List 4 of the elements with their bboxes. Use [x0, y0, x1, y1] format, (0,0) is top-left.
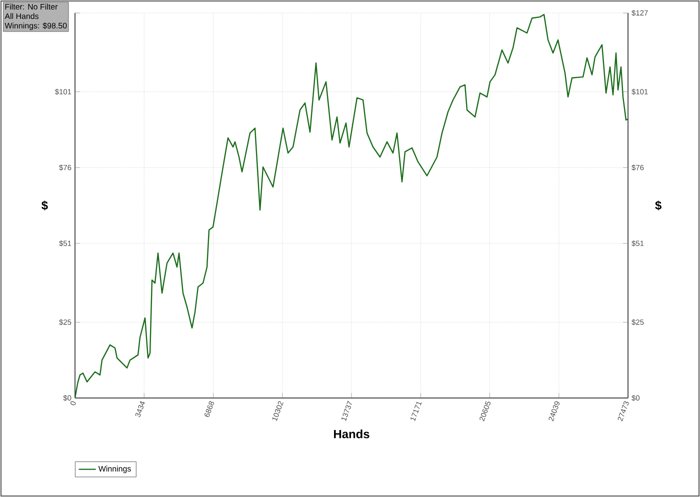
y-axis-title: $	[42, 200, 48, 210]
line-series	[75, 14, 628, 398]
x-axis-title: Hands	[334, 430, 370, 438]
y2-axis-title: $	[655, 200, 662, 210]
